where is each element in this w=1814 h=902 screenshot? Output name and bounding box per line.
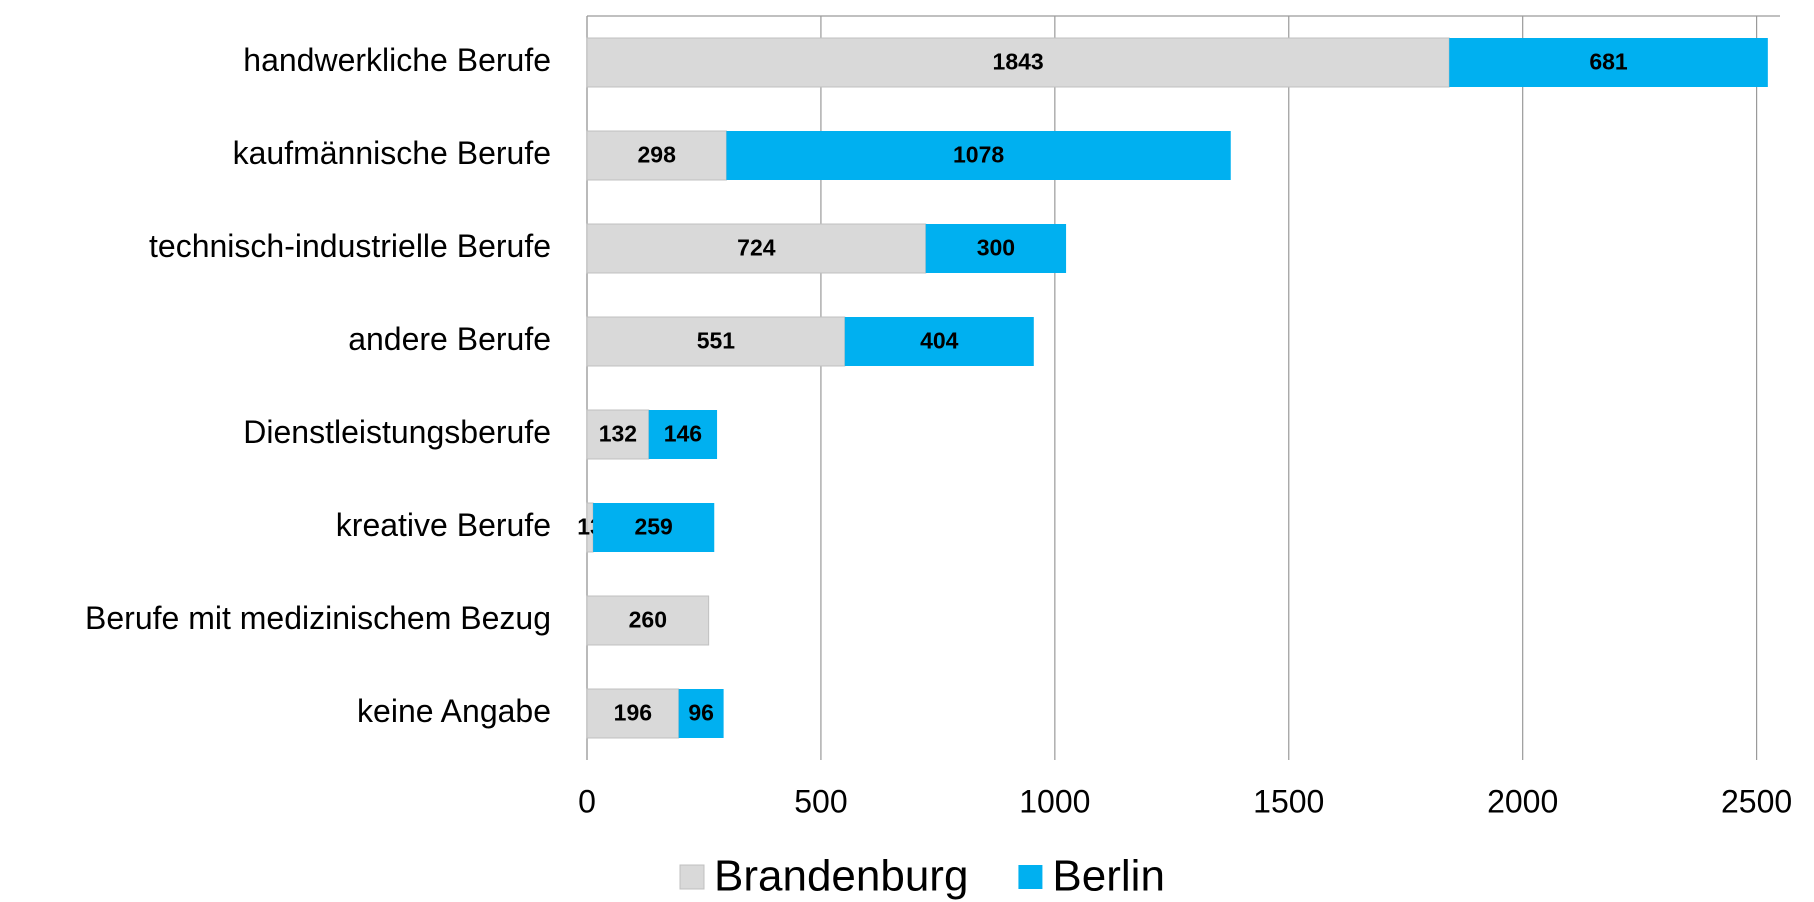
value-label: 1843 <box>993 49 1044 75</box>
bar-segment <box>844 317 1034 366</box>
value-label: 259 <box>634 514 672 540</box>
x-tick-label: 1500 <box>1253 783 1324 819</box>
category-label: technisch-industrielle Berufe <box>149 228 551 264</box>
bar-segment <box>1449 38 1768 87</box>
bar-segment <box>678 689 724 738</box>
bar-segment <box>925 224 1067 273</box>
legend-swatch <box>679 864 705 890</box>
value-label: 551 <box>697 328 736 354</box>
bar-segment <box>648 410 718 459</box>
x-tick-label: 500 <box>794 783 847 819</box>
bar-segment <box>586 595 710 646</box>
value-label: 404 <box>920 328 959 354</box>
x-tick-label: 2000 <box>1487 783 1558 819</box>
category-label: kaufmännische Berufe <box>233 135 551 171</box>
value-label: 300 <box>977 235 1015 261</box>
bar-segment <box>586 37 1450 88</box>
value-label: 146 <box>664 421 702 447</box>
value-label: 298 <box>638 142 677 168</box>
x-tick-label: 2500 <box>1721 783 1792 819</box>
category-label: handwerkliche Berufe <box>243 42 551 78</box>
category-label: andere Berufe <box>348 321 551 357</box>
bar-segment <box>586 223 927 274</box>
bar-segment <box>593 503 715 552</box>
value-label: 132 <box>599 421 637 447</box>
value-label: 196 <box>614 700 652 726</box>
category-label: kreative Berufe <box>336 507 551 543</box>
value-label: 260 <box>629 607 667 633</box>
legend-swatch <box>1018 865 1043 889</box>
category-label: keine Angabe <box>357 693 551 729</box>
value-label: 724 <box>737 235 776 261</box>
value-label: 96 <box>688 700 714 726</box>
category-label: Berufe mit medizinischem Bezug <box>85 600 551 636</box>
legend-label: Berlin <box>1052 852 1165 901</box>
bar-segment <box>726 131 1231 180</box>
legend-label: Brandenburg <box>714 852 968 901</box>
x-tick-label: 1000 <box>1019 783 1090 819</box>
value-label: 1078 <box>953 142 1004 168</box>
value-label: 681 <box>1589 49 1628 75</box>
bar-segment <box>586 130 727 181</box>
x-tick-label: 0 <box>578 783 596 819</box>
category-label: Dienstleistungsberufe <box>243 414 551 450</box>
